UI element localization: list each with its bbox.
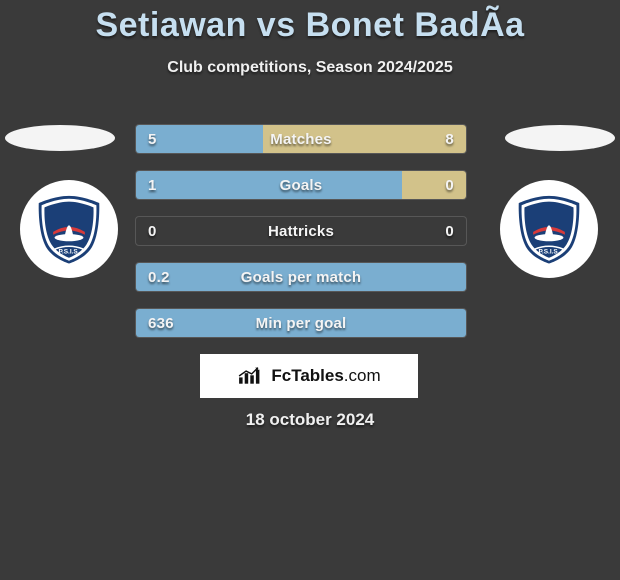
psis-badge-icon: P.S.I.S. bbox=[513, 193, 585, 265]
comparison-title: Setiawan vs Bonet BadÃ­a bbox=[0, 0, 620, 45]
player1-club-badge: P.S.I.S. bbox=[20, 180, 118, 278]
stat-row-hattricks: 0 Hattricks 0 bbox=[135, 216, 467, 246]
comparison-subtitle: Club competitions, Season 2024/2025 bbox=[0, 59, 620, 77]
stats-bars-container: 5 Matches 8 1 Goals 0 0 Hattricks 0 0.2 … bbox=[135, 124, 467, 354]
stat-label: Min per goal bbox=[136, 309, 466, 337]
stat-row-min-per-goal: 636 Min per goal bbox=[135, 308, 467, 338]
bar-chart-icon bbox=[237, 366, 265, 386]
stat-row-goals: 1 Goals 0 bbox=[135, 170, 467, 200]
stat-label: Hattricks bbox=[136, 217, 466, 245]
stat-row-matches: 5 Matches 8 bbox=[135, 124, 467, 154]
psis-badge-icon: P.S.I.S. bbox=[33, 193, 105, 265]
stat-row-goals-per-match: 0.2 Goals per match bbox=[135, 262, 467, 292]
generation-date: 18 october 2024 bbox=[0, 410, 620, 430]
svg-text:P.S.I.S.: P.S.I.S. bbox=[538, 248, 559, 255]
stat-label: Matches bbox=[136, 125, 466, 153]
player1-shadow-ellipse bbox=[5, 125, 115, 151]
brand-text: FcTables.com bbox=[271, 366, 380, 386]
brand-text-bold: FcTables bbox=[271, 366, 343, 385]
stat-value-right: 0 bbox=[445, 171, 454, 199]
stat-value-right: 0 bbox=[445, 217, 454, 245]
player2-club-badge: P.S.I.S. bbox=[500, 180, 598, 278]
stat-label: Goals per match bbox=[136, 263, 466, 291]
stat-label: Goals bbox=[136, 171, 466, 199]
brand-watermark: FcTables.com bbox=[200, 354, 418, 398]
svg-text:P.S.I.S.: P.S.I.S. bbox=[58, 248, 79, 255]
brand-text-light: .com bbox=[344, 366, 381, 385]
player2-shadow-ellipse bbox=[505, 125, 615, 151]
stat-value-right: 8 bbox=[445, 125, 454, 153]
